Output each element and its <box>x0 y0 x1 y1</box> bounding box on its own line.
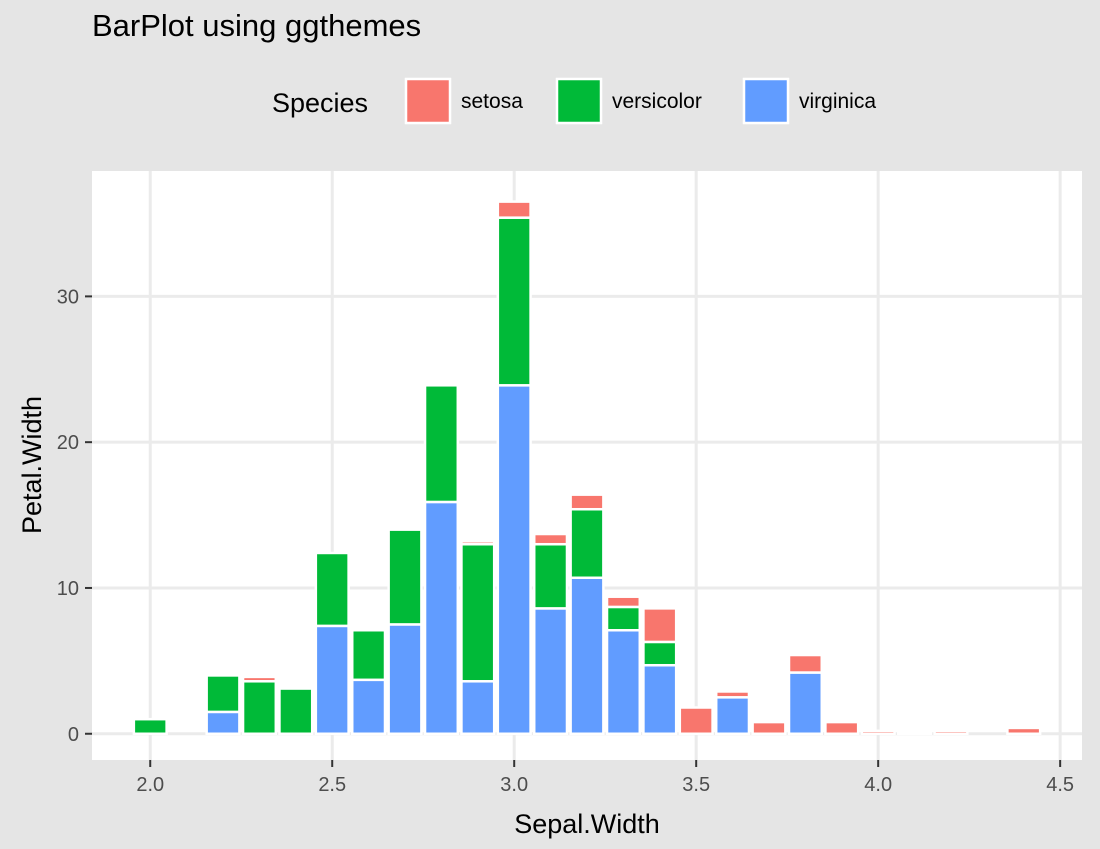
bar-setosa-2_9 <box>460 540 496 546</box>
bar-virginica-2_9 <box>460 680 496 736</box>
legend-key-versicolor <box>555 77 603 125</box>
x-tick-label-4-5: 4.5 <box>1046 774 1074 796</box>
legend-key-setosa <box>404 77 452 125</box>
legend-title: Species <box>272 88 368 118</box>
x-tick-label-3-0: 3.0 <box>500 774 528 796</box>
x-axis-title: Sepal.Width <box>514 809 660 839</box>
bar-virginica-2_8 <box>423 500 460 736</box>
bar-versicolor-3 <box>496 216 532 387</box>
bar-setosa-3_8 <box>787 653 824 674</box>
bar-versicolor-2_2 <box>205 674 241 714</box>
bar-setosa-3_6 <box>714 690 751 699</box>
bar-virginica-3_4 <box>642 663 678 736</box>
bars <box>132 200 1042 736</box>
bar-setosa-4_4 <box>1006 726 1042 736</box>
x-tick-label-2-5: 2.5 <box>318 774 346 796</box>
bar-versicolor-3_3 <box>605 605 642 632</box>
bar-virginica-2_6 <box>350 678 387 736</box>
axes: 2.0 2.5 3.0 3.5 4.0 4.5 0 10 20 30 <box>57 286 1074 796</box>
y-tick-label-20: 20 <box>57 432 79 454</box>
bar-setosa-3_9 <box>824 720 860 736</box>
y-tick-label-0: 0 <box>68 724 79 746</box>
y-tick-label-10: 10 <box>57 578 79 600</box>
legend-label-setosa: setosa <box>461 90 523 113</box>
legend-label-versicolor: versicolor <box>612 90 702 113</box>
bar-virginica-3_3 <box>605 628 642 736</box>
bar-setosa-4_2 <box>933 729 969 736</box>
legend-label-virginica: virginica <box>799 90 876 113</box>
chart-title: BarPlot using ggthemes <box>92 8 421 43</box>
bar-setosa-3_2 <box>569 493 605 511</box>
bar-versicolor-2_3 <box>241 680 278 736</box>
y-axis-title: Petal.Width <box>17 396 47 534</box>
bar-setosa-3_7 <box>751 720 787 736</box>
bar-versicolor-2 <box>132 717 168 736</box>
bar-versicolor-3_1 <box>532 542 569 610</box>
bar-virginica-2_7 <box>387 623 423 736</box>
bar-versicolor-3_2 <box>569 507 605 580</box>
bar-virginica-3 <box>496 384 532 736</box>
bar-virginica-3_1 <box>532 607 569 736</box>
bar-setosa-3_5 <box>678 706 714 736</box>
x-tick-label-4-0: 4.0 <box>864 774 892 796</box>
legend-key-virginica <box>742 77 790 125</box>
bar-versicolor-2_6 <box>350 628 387 682</box>
x-tick-label-3-5: 3.5 <box>682 774 710 796</box>
bar-versicolor-2_8 <box>423 384 460 504</box>
bar-versicolor-3_4 <box>642 640 678 667</box>
bar-setosa-2_3 <box>241 675 278 683</box>
bar-versicolor-2_9 <box>460 542 496 683</box>
y-tick-label-30: 30 <box>57 286 79 308</box>
bar-versicolor-2_5 <box>314 551 350 628</box>
bar-virginica-3_8 <box>787 671 824 736</box>
x-tick-label-2-0: 2.0 <box>136 774 164 796</box>
bar-versicolor-2_4 <box>278 687 314 736</box>
bar-setosa-3_1 <box>532 532 569 546</box>
bar-setosa-4_1 <box>896 731 933 736</box>
bar-virginica-3_2 <box>569 576 605 736</box>
bar-setosa-3_3 <box>605 595 642 609</box>
bar-setosa-3 <box>496 200 532 219</box>
bar-versicolor-2_7 <box>387 528 423 626</box>
legend: Species setosa versicolor virginica <box>272 77 876 125</box>
bar-setosa-3_4 <box>642 607 678 644</box>
bar-virginica-2_5 <box>314 624 350 736</box>
bar-setosa-4 <box>860 729 896 736</box>
bar-virginica-3_6 <box>714 696 751 736</box>
bar-virginica-2_2 <box>205 710 241 736</box>
